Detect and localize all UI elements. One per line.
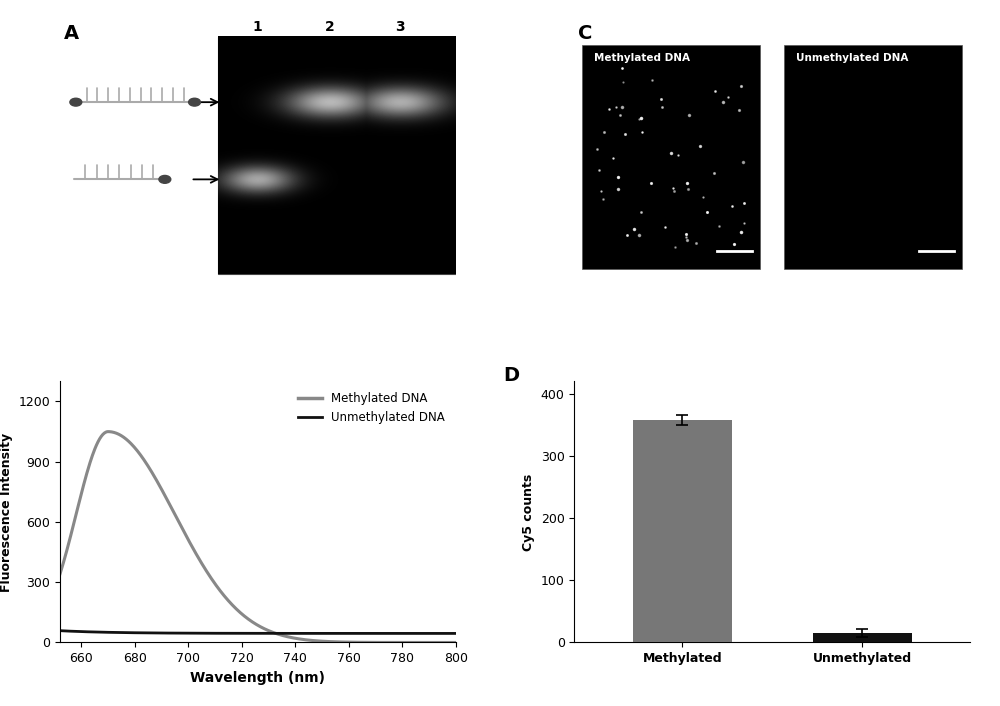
Text: 3: 3 xyxy=(395,20,405,34)
Bar xyxy=(582,44,760,269)
Bar xyxy=(633,420,732,642)
Y-axis label: Fluorescence Intensity: Fluorescence Intensity xyxy=(0,432,13,592)
Bar xyxy=(218,37,456,275)
Legend: Methylated DNA, Unmethylated DNA: Methylated DNA, Unmethylated DNA xyxy=(293,388,450,429)
Circle shape xyxy=(159,176,171,184)
Y-axis label: Cy5 counts: Cy5 counts xyxy=(522,473,535,551)
Bar xyxy=(784,44,962,269)
Text: 2: 2 xyxy=(325,20,335,34)
Text: Methylated DNA: Methylated DNA xyxy=(594,52,690,63)
Circle shape xyxy=(70,98,82,106)
Circle shape xyxy=(189,98,200,106)
Bar xyxy=(813,633,912,642)
X-axis label: Wavelength (nm): Wavelength (nm) xyxy=(190,671,325,685)
Text: C: C xyxy=(578,24,593,43)
Text: A: A xyxy=(64,24,79,43)
Text: 1: 1 xyxy=(252,20,262,34)
Text: Unmethylated DNA: Unmethylated DNA xyxy=(796,52,908,63)
Text: D: D xyxy=(503,366,519,385)
